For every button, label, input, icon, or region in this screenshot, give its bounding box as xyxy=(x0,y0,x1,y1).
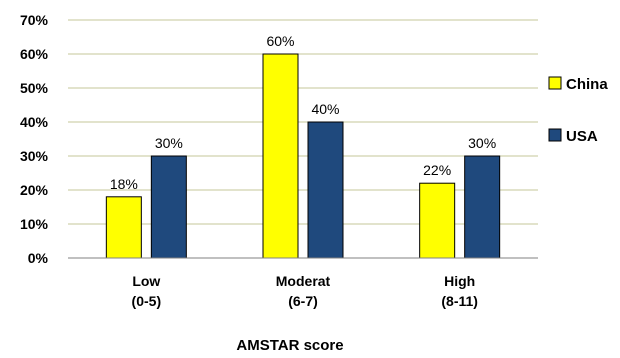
y-tick-label: 10% xyxy=(20,216,49,232)
bar-china-0 xyxy=(105,196,142,259)
bar-usa-0 xyxy=(150,155,187,259)
data-labels: 18% 30% 60% 40% 22% 30% xyxy=(110,33,496,192)
bar-china-1 xyxy=(262,53,299,259)
bar-usa-2 xyxy=(464,155,501,259)
bars xyxy=(105,53,501,259)
legend-label-china: China xyxy=(566,76,608,93)
bar-china-2 xyxy=(419,182,456,259)
legend-label-usa: USA xyxy=(566,128,598,145)
x-tick-label: (6-7) xyxy=(288,293,318,309)
data-label: 60% xyxy=(266,33,294,49)
legend: China USA xyxy=(548,76,608,145)
legend-swatch-usa xyxy=(548,128,562,142)
gridlines xyxy=(68,19,538,225)
x-tick-label: High xyxy=(444,273,475,289)
y-tick-label: 70% xyxy=(20,12,49,28)
x-axis-ticks: Low (0-5) Moderat (6-7) High (8-11) xyxy=(132,273,478,309)
x-axis-title: AMSTAR score xyxy=(236,337,343,354)
bar-usa-1 xyxy=(307,121,344,259)
y-tick-label: 30% xyxy=(20,148,49,164)
y-tick-label: 60% xyxy=(20,46,49,62)
y-tick-label: 40% xyxy=(20,114,49,130)
y-axis-ticks: 0% 10% 20% 30% 40% 50% 60% 70% xyxy=(20,12,49,266)
data-label: 22% xyxy=(423,162,451,178)
legend-swatch-china xyxy=(548,76,562,90)
y-tick-label: 50% xyxy=(20,80,49,96)
x-tick-label: (8-11) xyxy=(441,293,478,309)
y-tick-label: 0% xyxy=(28,250,49,266)
data-label: 18% xyxy=(110,176,138,192)
data-label: 40% xyxy=(311,101,339,117)
y-tick-label: 20% xyxy=(20,182,49,198)
x-tick-label: Moderat xyxy=(276,273,331,289)
x-tick-label: Low xyxy=(132,273,160,289)
data-label: 30% xyxy=(155,135,183,151)
data-label: 30% xyxy=(468,135,496,151)
x-tick-label: (0-5) xyxy=(132,293,162,309)
